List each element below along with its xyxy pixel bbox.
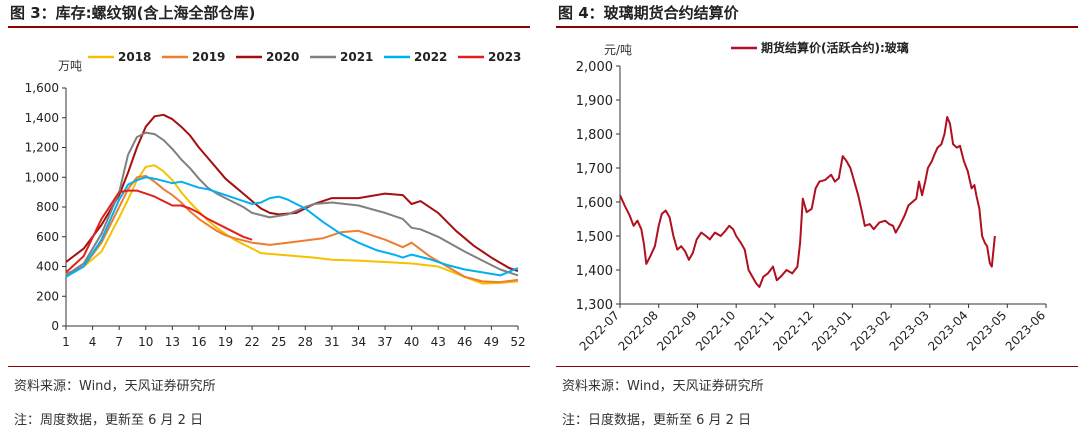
left-series-line-2022 bbox=[65, 176, 519, 278]
left-legend-label: 2020 bbox=[266, 50, 299, 64]
left-x-tick-label: 34 bbox=[351, 335, 366, 349]
left-bottom-rule bbox=[8, 366, 530, 367]
left-y-tick-label: 1,400 bbox=[25, 111, 59, 125]
right-x-tick-label: 2023-06 bbox=[1003, 308, 1048, 353]
right-x-tick-label: 2022-09 bbox=[654, 308, 699, 353]
left-y-tick-label: 1,200 bbox=[25, 141, 59, 155]
left-x-tick-label: 25 bbox=[271, 335, 286, 349]
left-x-tick-label: 46 bbox=[457, 335, 472, 349]
left-x-tick-label: 52 bbox=[510, 335, 525, 349]
right-legend-label: 期货结算价(活跃合约):玻璃 bbox=[761, 40, 909, 55]
left-x-tick-label: 7 bbox=[115, 335, 123, 349]
right-x-tick-label: 2023-02 bbox=[848, 308, 893, 353]
right-x-tick-label: 2022-08 bbox=[615, 308, 660, 353]
left-x-tick-label: 43 bbox=[431, 335, 446, 349]
left-x-tick-label: 16 bbox=[191, 335, 206, 349]
left-x-tick-label: 22 bbox=[244, 335, 259, 349]
left-y-axis-label: 万吨 bbox=[58, 59, 82, 73]
left-legend-label: 2021 bbox=[340, 50, 373, 64]
left-series-line-2020 bbox=[65, 113, 519, 272]
left-x-tick-label: 31 bbox=[324, 335, 339, 349]
right-y-tick-label: 1,900 bbox=[576, 94, 613, 109]
left-title-rule bbox=[8, 26, 530, 28]
right-y-tick-label: 1,300 bbox=[576, 298, 613, 313]
right-x-tick-label: 2022-07 bbox=[577, 308, 622, 353]
left-y-tick-label: 0 bbox=[51, 319, 59, 333]
left-x-tick-label: 28 bbox=[298, 335, 313, 349]
left-x-tick-label: 10 bbox=[138, 335, 153, 349]
left-line-chart: 万吨 0 200 400 600 800 1,000 1,200 1,400 1,600 1 4 7 10… bbox=[25, 50, 526, 349]
right-chart-title: 图 4：玻璃期货合约结算价 bbox=[558, 4, 739, 22]
left-legend-label: 2019 bbox=[192, 50, 225, 64]
left-y-tick-label: 600 bbox=[36, 230, 59, 244]
left-y-tick-label: 800 bbox=[36, 200, 59, 214]
left-x-tick-label: 19 bbox=[218, 335, 233, 349]
left-legend-label: 2022 bbox=[414, 50, 447, 64]
right-note: 注：日度数据，更新至 6 月 2 日 bbox=[562, 413, 752, 428]
right-y-tick-label: 1,700 bbox=[576, 162, 613, 177]
right-x-tick-label: 2023-04 bbox=[925, 308, 970, 353]
left-x-tick-label: 40 bbox=[404, 335, 419, 349]
right-series-line bbox=[619, 116, 996, 288]
left-series-line-2021 bbox=[65, 131, 519, 277]
left-x-tick-label: 4 bbox=[89, 335, 97, 349]
right-x-tick-label: 2023-01 bbox=[809, 308, 854, 353]
right-line-chart: 元/吨 1,300 1,400 1,500 1,600 1,700 1,800 1,900 2,… bbox=[576, 40, 1048, 354]
left-x-tick-label: 1 bbox=[62, 335, 70, 349]
left-chart-title: 图 3：库存:螺纹钢(含上海全部仓库) bbox=[10, 4, 256, 22]
right-x-tick-label: 2022-10 bbox=[693, 308, 738, 353]
right-x-tick-label: 2022-11 bbox=[732, 308, 777, 353]
left-series-line-2023 bbox=[65, 189, 253, 274]
left-y-tick-label: 400 bbox=[36, 260, 59, 274]
right-y-axis-label: 元/吨 bbox=[604, 43, 632, 57]
right-y-tick-label: 2,000 bbox=[576, 60, 613, 75]
left-legend-label: 2023 bbox=[488, 50, 521, 64]
right-y-tick-label: 1,800 bbox=[576, 128, 613, 143]
right-bottom-rule bbox=[556, 366, 1078, 367]
left-x-tick-label: 49 bbox=[484, 335, 499, 349]
right-y-tick-label: 1,400 bbox=[576, 264, 613, 279]
left-y-tick-label: 1,000 bbox=[25, 170, 59, 184]
right-x-tick-label: 2023-03 bbox=[887, 308, 932, 353]
right-x-tick-label: 2022-12 bbox=[770, 308, 815, 353]
left-chart-panel: 图 3：库存:螺纹钢(含上海全部仓库) 万吨 0 200 400 600 800 1,000… bbox=[8, 0, 530, 431]
left-x-tick-label: 13 bbox=[165, 335, 180, 349]
left-source: 资料来源：Wind，天风证券研究所 bbox=[14, 379, 216, 394]
right-title-rule bbox=[556, 26, 1078, 28]
left-y-tick-label: 200 bbox=[36, 289, 59, 303]
left-x-tick-label: 37 bbox=[377, 335, 392, 349]
left-legend-label: 2018 bbox=[118, 50, 151, 64]
left-series-line-2019 bbox=[65, 174, 519, 284]
left-note: 注：周度数据，更新至 6 月 2 日 bbox=[14, 413, 204, 428]
left-y-tick-label: 1,600 bbox=[25, 81, 59, 95]
right-y-tick-label: 1,500 bbox=[576, 230, 613, 245]
right-x-tick-label: 2023-05 bbox=[964, 308, 1009, 353]
right-y-tick-label: 1,600 bbox=[576, 196, 613, 211]
right-source: 资料来源：Wind，天风证券研究所 bbox=[562, 379, 764, 394]
right-chart-panel: 图 4：玻璃期货合约结算价 元/吨 1,300 1,400 1,500 1,600 1,7… bbox=[556, 0, 1078, 431]
